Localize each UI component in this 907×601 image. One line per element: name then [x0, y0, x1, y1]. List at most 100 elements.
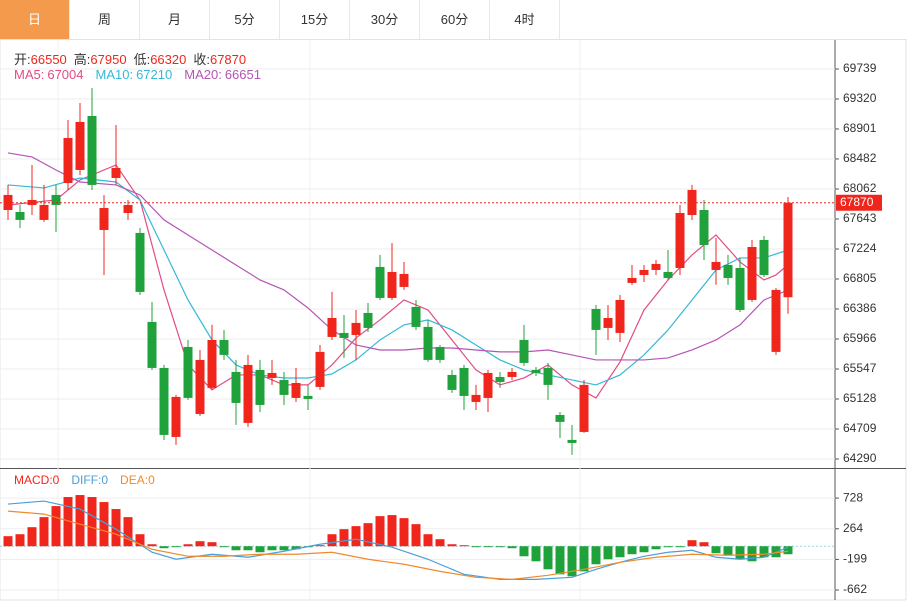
y-tick-label: 68482 — [843, 151, 877, 165]
y-tick-label: 67643 — [843, 211, 877, 225]
candle-body — [495, 376, 505, 382]
candle-body — [639, 269, 649, 275]
legend-value: 67210 — [136, 67, 173, 82]
macd-bar — [759, 546, 769, 558]
legend-label: MA10: — [95, 67, 134, 82]
candle-body — [327, 317, 337, 337]
candle-body — [675, 212, 685, 268]
macd-bar — [687, 540, 697, 547]
macd-bar — [639, 546, 649, 553]
candle-body — [543, 367, 553, 385]
candle-body — [699, 209, 709, 245]
tab-bar: 日周月 5分 15分 30分 60分 4时 — [0, 0, 907, 40]
macd-bar — [483, 546, 493, 548]
line-series — [7, 500, 789, 580]
candle-body — [435, 346, 445, 360]
candle-body — [519, 339, 529, 363]
ohlc-label: 收: — [193, 52, 210, 67]
candle-body — [615, 299, 625, 333]
candle-body — [711, 261, 721, 270]
macd-bar — [207, 542, 217, 547]
ohlc-value: 67950 — [90, 52, 127, 67]
legend-value: 0 — [52, 473, 60, 487]
candle-body — [603, 317, 613, 328]
ohlc-label: 高: — [73, 52, 91, 67]
macd-bar — [243, 546, 253, 551]
period-tab[interactable]: 周 — [70, 0, 140, 39]
candle-body — [171, 396, 181, 437]
macd-bar — [591, 546, 601, 565]
macd-bar — [219, 546, 229, 548]
ohlc-label: 低: — [133, 52, 151, 67]
period-tab[interactable]: 30分 — [350, 0, 420, 39]
macd-bar — [255, 546, 265, 553]
macd-bar — [459, 545, 469, 547]
macd-bar — [471, 546, 481, 548]
macd-bar — [339, 529, 349, 547]
candle-body — [183, 346, 193, 398]
y-tick-label: 65966 — [843, 331, 877, 345]
candle-body — [735, 267, 745, 310]
candle-body — [63, 137, 73, 184]
y-tick-label: 65547 — [843, 361, 877, 375]
line-series — [7, 510, 789, 580]
macd-bar — [555, 546, 565, 575]
candle-body — [147, 321, 157, 368]
candle-body — [651, 263, 661, 270]
candle-body — [111, 167, 121, 178]
candle-body — [555, 414, 565, 422]
y-tick-label: 64290 — [843, 451, 877, 465]
macd-bar — [315, 545, 325, 547]
period-tab[interactable]: 5分 — [210, 0, 280, 39]
macd-bar — [15, 534, 25, 547]
y-tick-label: 66805 — [843, 271, 877, 285]
macd-bar — [159, 546, 169, 549]
y-tick-label: 264 — [843, 521, 863, 535]
candle-body — [87, 116, 97, 185]
candle-body — [423, 326, 433, 360]
macd-bar — [663, 546, 673, 548]
macd-bar — [411, 524, 421, 547]
candle-body — [411, 306, 421, 327]
macd-bar — [723, 546, 733, 556]
macd-bar — [351, 526, 361, 547]
candle-body — [207, 339, 217, 388]
candle-body — [315, 351, 325, 387]
candle-body — [579, 384, 589, 432]
candle-body — [759, 239, 769, 275]
macd-bar — [327, 534, 337, 547]
legend-value: 67004 — [47, 67, 84, 82]
ohlc-label: 开: — [14, 52, 31, 67]
y-tick-label: 69320 — [843, 91, 877, 105]
macd-bar — [135, 534, 145, 547]
macd-bar — [567, 546, 577, 577]
macd-bar — [747, 546, 757, 562]
y-tick-label: 66386 — [843, 301, 877, 315]
macd-bar — [495, 546, 505, 548]
candle-body — [75, 121, 85, 170]
legend-label: DIFF: — [71, 473, 102, 487]
legend-label: MA20: — [184, 67, 222, 82]
period-tab[interactable]: 15分 — [280, 0, 350, 39]
ma-legend: MA5: 67004 MA10: 67210 MA20: 66651 — [14, 67, 273, 82]
period-tab[interactable]: 月 — [140, 0, 210, 39]
candle-body — [747, 246, 757, 300]
candle-body — [771, 289, 781, 352]
period-tab[interactable]: 4时 — [490, 0, 560, 39]
macd-bar — [423, 534, 433, 547]
macd-bar — [531, 546, 541, 562]
y-tick-label: 67224 — [843, 241, 877, 255]
ohlc-legend: 开:66550 高:67950 低:66320 收:67870 — [14, 49, 253, 68]
macd-bar — [3, 536, 13, 547]
macd-bar — [399, 518, 409, 547]
candle-body — [627, 277, 637, 283]
candle-body — [471, 394, 481, 402]
period-tab[interactable]: 60分 — [420, 0, 490, 39]
macd-bar — [75, 495, 85, 547]
y-tick-label: 68901 — [843, 121, 877, 135]
candle-body — [483, 372, 493, 398]
period-tab[interactable]: 日 — [0, 0, 70, 39]
candle-body — [195, 359, 205, 414]
candle-body — [507, 371, 517, 377]
